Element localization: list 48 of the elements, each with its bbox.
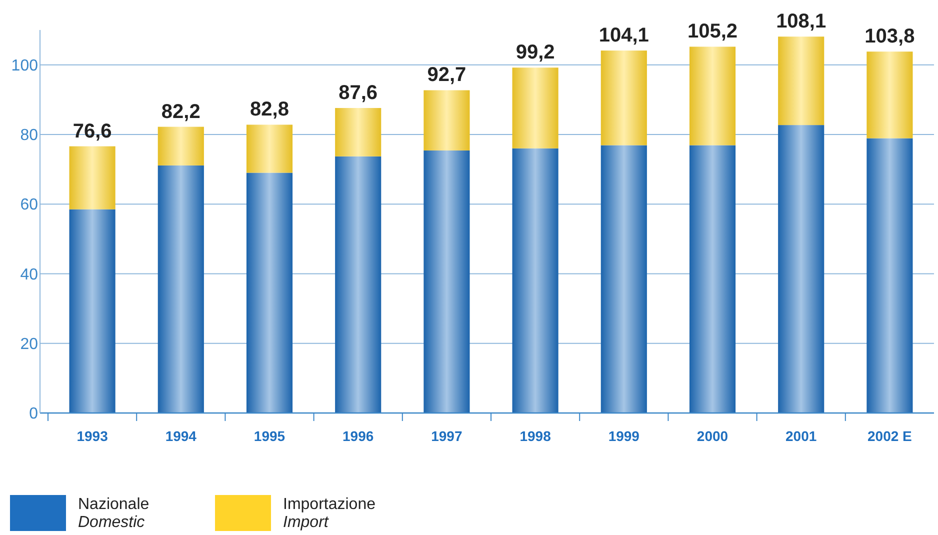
y-tick-label: 20 [20,336,38,353]
legend-label: Importazione Import [283,496,376,531]
bar [158,165,204,413]
bar [866,138,913,413]
total-label: 82,8 [250,98,289,121]
x-tick-label: 1994 [165,428,197,444]
total-label: 99,2 [516,42,555,64]
legend-label: Nazionale Domestic [78,496,150,531]
total-label: 103,8 [864,26,915,48]
total-label: 104,1 [598,24,649,47]
bar [600,145,647,413]
bar [689,46,736,146]
y-tick-label: 0 [29,406,38,423]
total-label: 108,1 [776,10,826,33]
bar [69,209,116,413]
total-label: 105,2 [687,20,738,43]
total-label: 82,2 [161,100,200,123]
bar [866,52,913,138]
bar [246,172,293,413]
x-tick-label: 1998 [520,428,552,444]
x-tick-label: 2002 E [868,428,912,444]
bar [335,156,382,413]
bar [512,68,558,148]
bar [600,50,647,146]
x-tick-label: 1995 [254,428,286,444]
y-tick-label: 100 [11,57,38,74]
y-tick-label: 80 [20,127,38,144]
bar [424,90,470,150]
x-tick-label: 1999 [608,428,640,444]
bar [335,108,382,156]
total-label: 76,6 [72,120,112,142]
total-label: 87,6 [338,82,378,104]
bar [158,126,204,166]
x-tick-label: 1996 [342,428,374,444]
bar [778,125,824,413]
bar [424,150,470,413]
y-tick-label: 40 [20,266,38,284]
x-tick-label: 2000 [696,428,728,444]
total-label: 92,7 [427,64,466,86]
y-tick-label: 60 [20,196,38,214]
x-tick-label: 2001 [786,428,817,444]
bar [778,36,824,126]
x-tick-label: 1997 [431,428,462,444]
bar [69,146,116,210]
bar [246,124,293,173]
bar [512,148,558,413]
x-tick-label: 1993 [76,428,108,444]
bar [689,145,736,413]
